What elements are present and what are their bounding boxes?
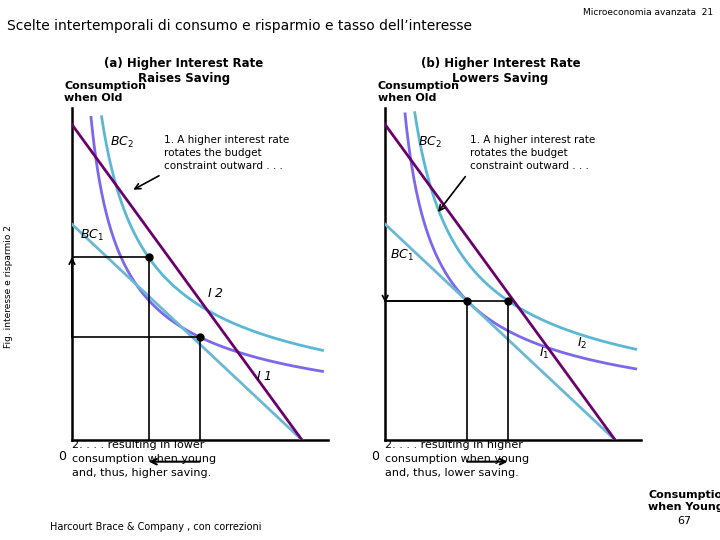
Text: 1. A higher interest rate
rotates the budget
constraint outward . . .: 1. A higher interest rate rotates the bu… (164, 134, 289, 171)
Text: $BC_1$: $BC_1$ (390, 247, 414, 262)
Text: Consumption
when Young: Consumption when Young (649, 490, 720, 511)
Text: 0: 0 (371, 450, 379, 463)
Text: $BC_2$: $BC_2$ (418, 134, 442, 150)
Text: 2. . . . resulting in lower
consumption when young
and, thus, higher saving.: 2. . . . resulting in lower consumption … (72, 440, 216, 478)
Text: 1. A higher interest rate
rotates the budget
constraint outward . . .: 1. A higher interest rate rotates the bu… (469, 134, 595, 171)
Text: 67: 67 (677, 516, 691, 526)
Text: 0: 0 (58, 450, 66, 463)
Text: (b) Higher Interest Rate
Lowers Saving: (b) Higher Interest Rate Lowers Saving (420, 57, 580, 85)
Text: Harcourt Brace & Company , con correzioni: Harcourt Brace & Company , con correzion… (50, 522, 262, 532)
Text: $I_1$: $I_1$ (539, 346, 549, 361)
Text: $BC_2$: $BC_2$ (110, 134, 134, 150)
Text: Microeconomia avanzata  21: Microeconomia avanzata 21 (582, 8, 713, 17)
Text: (a) Higher Interest Rate
Raises Saving: (a) Higher Interest Rate Raises Saving (104, 57, 264, 85)
Text: $I$ 1: $I$ 1 (256, 370, 271, 383)
Text: $I$ 2: $I$ 2 (207, 287, 225, 300)
Text: Consumption
when Old: Consumption when Old (377, 82, 459, 103)
Text: Scelte intertemporali di consumo e risparmio e tasso dell’interesse: Scelte intertemporali di consumo e rispa… (7, 19, 472, 33)
Text: $I_2$: $I_2$ (577, 336, 588, 351)
Text: Consumption
when Old: Consumption when Old (64, 82, 146, 103)
Text: Fig. interesse e risparmio 2: Fig. interesse e risparmio 2 (4, 225, 13, 348)
Text: 2. . . . resulting in higher
consumption when young
and, thus, lower saving.: 2. . . . resulting in higher consumption… (385, 440, 529, 478)
Text: $BC_1$: $BC_1$ (80, 227, 104, 242)
